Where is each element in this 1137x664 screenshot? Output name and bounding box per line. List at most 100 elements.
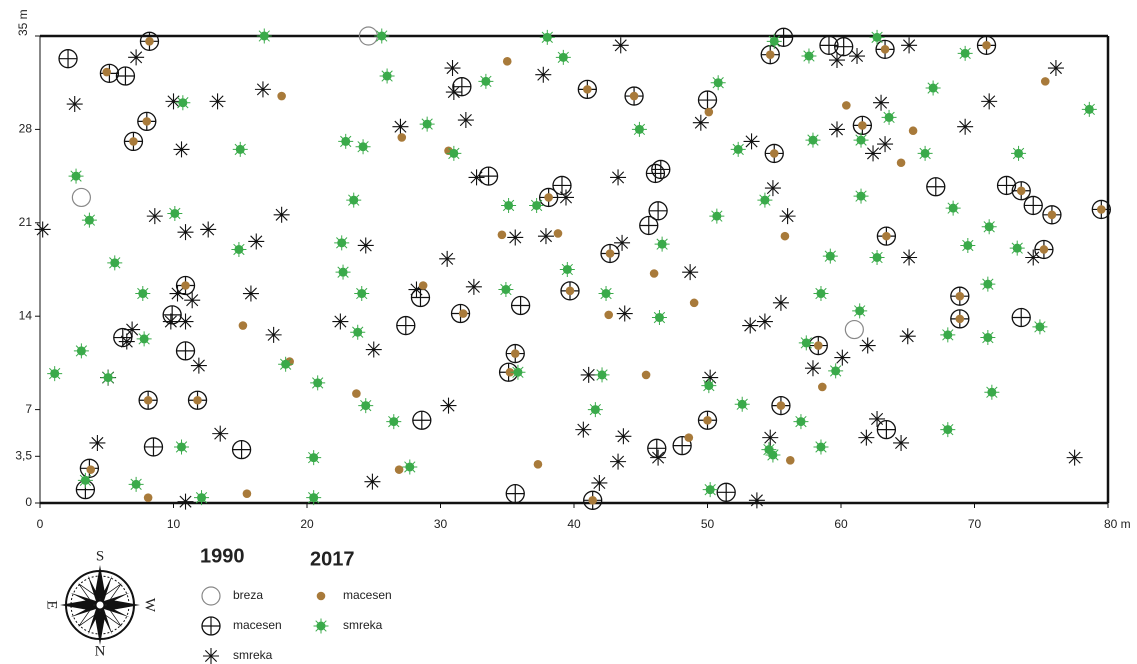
x-tick-label: 20 — [300, 517, 314, 531]
tree-marker — [242, 285, 259, 302]
tree-marker — [580, 366, 597, 383]
tree-marker — [893, 434, 910, 451]
dot — [987, 387, 997, 397]
asterisk — [128, 49, 145, 66]
tree-marker — [510, 295, 531, 316]
tree-marker — [100, 370, 116, 386]
dot — [377, 31, 387, 41]
tree-marker — [772, 294, 789, 311]
asterisk — [580, 366, 597, 383]
asterisk — [612, 37, 629, 54]
dot — [449, 148, 459, 158]
dot — [1014, 148, 1024, 158]
tree-marker — [346, 192, 362, 208]
tree-marker — [1047, 210, 1057, 220]
tree-marker — [174, 439, 190, 455]
tree-marker — [364, 473, 381, 490]
tree-marker — [614, 234, 631, 251]
tree-marker — [1016, 186, 1026, 196]
dot — [704, 381, 714, 391]
tree-marker — [876, 419, 897, 440]
tree-marker — [439, 250, 456, 267]
dot — [1012, 243, 1022, 253]
asterisk — [828, 52, 845, 69]
tree-marker — [544, 193, 553, 202]
tree-marker — [402, 459, 418, 475]
asterisk — [365, 341, 382, 358]
tree-marker — [352, 389, 361, 398]
cross — [698, 91, 717, 110]
open-circle — [201, 586, 221, 606]
dot — [309, 453, 319, 463]
dot — [760, 195, 770, 205]
tree-marker — [273, 206, 290, 223]
tree-marker — [66, 96, 83, 113]
tree-marker — [238, 321, 248, 330]
x-tick-label: 0 — [37, 517, 44, 531]
y-tick-label: 7 — [25, 402, 32, 416]
cross — [646, 164, 665, 183]
tree-marker — [813, 439, 829, 455]
asterisk — [772, 294, 789, 311]
asterisk — [165, 93, 182, 110]
y-tick-label: 28 — [19, 122, 33, 136]
tree-marker — [844, 319, 864, 340]
asterisk — [34, 221, 51, 238]
tree-marker — [445, 84, 462, 101]
x-tick-label: 70 — [968, 517, 982, 531]
asterisk — [610, 453, 627, 470]
asterisk — [445, 84, 462, 101]
tree-marker — [981, 219, 997, 235]
dot — [882, 231, 891, 241]
dot — [605, 249, 615, 258]
tree-marker — [716, 482, 736, 502]
tree-marker — [869, 249, 885, 265]
dot — [712, 211, 722, 221]
tree-marker — [446, 145, 462, 161]
tree-marker — [89, 434, 106, 451]
asterisk — [748, 492, 765, 509]
tree-marker — [374, 28, 390, 44]
tree-marker — [858, 121, 867, 130]
tree-marker — [654, 236, 670, 252]
tree-marker — [651, 310, 667, 326]
tree-marker — [498, 282, 514, 298]
dot — [943, 330, 953, 340]
tree-marker — [834, 349, 851, 366]
tree-marker — [980, 330, 996, 346]
tree-marker — [1011, 307, 1031, 328]
asterisk — [507, 229, 524, 246]
dot — [703, 415, 712, 425]
tree-marker — [565, 286, 575, 296]
dot — [855, 306, 865, 316]
legend-marker — [316, 591, 326, 601]
dot — [982, 41, 991, 50]
dot — [796, 417, 806, 427]
tree-marker — [805, 132, 821, 148]
asterisk — [615, 428, 632, 445]
tree-marker — [605, 249, 615, 258]
tree-marker — [980, 276, 996, 292]
tree-marker — [194, 490, 210, 506]
legend-label: macesen — [343, 588, 392, 602]
dot — [102, 67, 112, 77]
tree-marker — [822, 248, 838, 264]
tree-marker — [34, 221, 51, 238]
asterisk — [742, 317, 759, 334]
dot — [785, 456, 795, 465]
tree-marker — [672, 435, 692, 456]
asterisk — [468, 169, 485, 186]
dot — [394, 465, 404, 474]
tree-marker — [901, 249, 918, 266]
tree-marker — [853, 188, 869, 204]
dot — [358, 142, 368, 152]
tree-marker — [418, 281, 428, 290]
dot — [178, 98, 188, 108]
tree-marker — [591, 474, 608, 491]
tree-marker — [212, 425, 229, 442]
legend-label: smreka — [233, 648, 273, 662]
legend-label: macesen — [233, 618, 282, 632]
dot — [963, 240, 973, 250]
dot — [259, 31, 269, 41]
cross — [926, 177, 945, 196]
